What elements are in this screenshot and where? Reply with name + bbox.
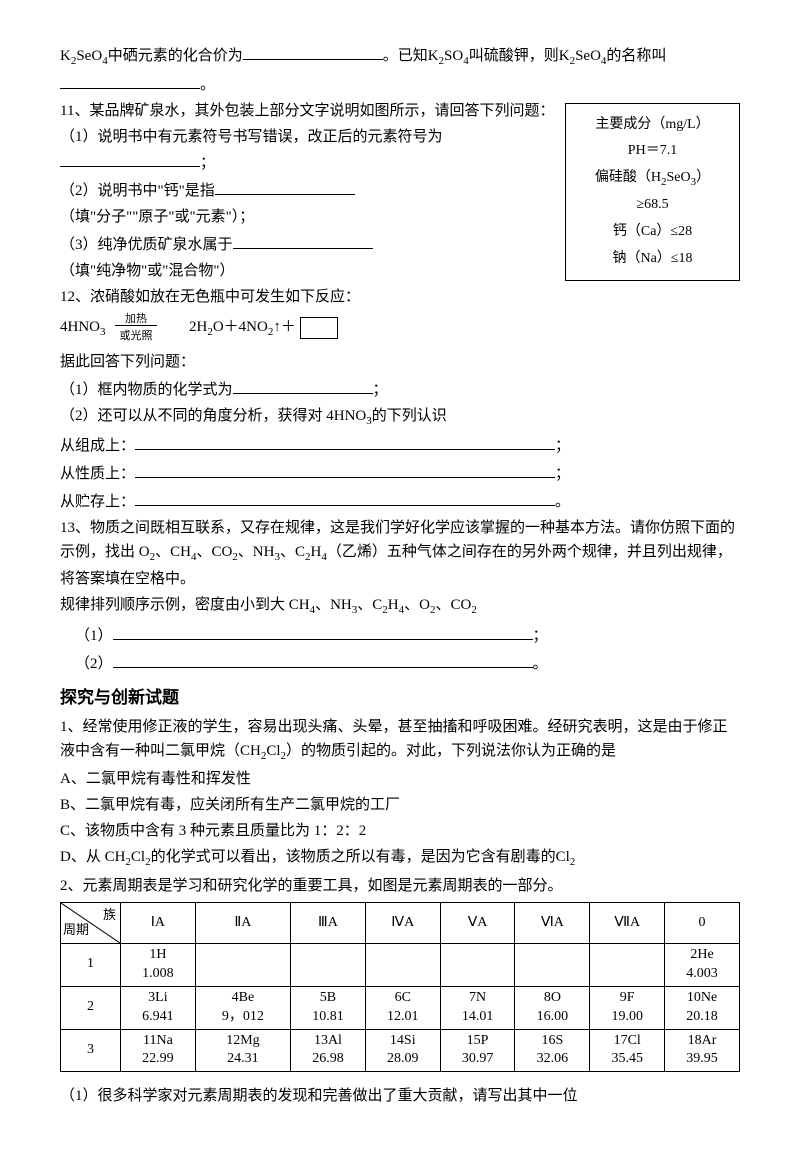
element-cell (515, 943, 590, 986)
q13-a2: （2）。 (60, 650, 740, 676)
blank (60, 149, 200, 167)
q12-c1: 从组成上：； (60, 432, 740, 458)
element-cell: 5B10.81 (291, 986, 366, 1029)
element-cell (195, 943, 290, 986)
element-cell (291, 943, 366, 986)
ingredients-box: 主要成分（mg/L） PH＝7.1 偏硅酸（H2SeO3） ≥68.5 钙（Ca… (565, 103, 740, 282)
blank (135, 460, 555, 478)
table-header-row: 族 周期 ⅠAⅡAⅢAⅣAⅤAⅥAⅦA0 (61, 902, 740, 943)
q12-c2: 从性质上：； (60, 460, 740, 486)
element-cell: 1H1.008 (121, 943, 196, 986)
element-cell: 17Cl35.45 (590, 1029, 665, 1072)
blank (135, 432, 555, 450)
q12-1: （1）框内物质的化学式为； (60, 376, 740, 402)
section-heading: 探究与创新试题 (60, 684, 740, 711)
q13-head: 13、物质之间既相互联系，又存在规律，这是我们学好化学应该掌握的一种基本方法。请… (60, 516, 740, 591)
element-cell: 3Li6.941 (121, 986, 196, 1029)
element-cell: 8O16.00 (515, 986, 590, 1029)
element-cell: 11Na22.99 (121, 1029, 196, 1072)
element-cell (440, 943, 515, 986)
q13-ex: 规律排列顺序示例，密度由小到大 CH4、NH3、C2H4、O2、CO2 (60, 593, 740, 620)
reaction-equation: 4HNO3 加热或光照 2H2O＋4NO2↑＋ (60, 311, 740, 346)
blank (113, 622, 533, 640)
element-cell: 16S32.06 (515, 1029, 590, 1072)
table-row: 23Li6.9414Be9，0125B10.816C12.017N14.018O… (61, 986, 740, 1029)
element-cell (590, 943, 665, 986)
q12-head: 12、浓硝酸如放在无色瓶中可发生如下反应： (60, 285, 740, 309)
q12-tail: 据此回答下列问题： (60, 350, 740, 374)
table-row: 311Na22.9912Mg24.3113Al26.9814Si28.0915P… (61, 1029, 740, 1072)
element-cell: 6C12.01 (365, 986, 440, 1029)
diagonal-header: 族 周期 (61, 903, 120, 943)
eq1-head: 1、经常使用修正液的学生，容易出现头痛、头晕，甚至抽搐和呼吸困难。经研究表明，这… (60, 715, 740, 766)
eq1-c: C、该物质中含有 3 种元素且质量比为 1：2：2 (60, 819, 740, 843)
eq1-a: A、二氯甲烷有毒性和挥发性 (60, 767, 740, 791)
eq2-after: （1）很多科学家对元素周期表的发现和完善做出了重大贡献，请写出其中一位 (60, 1084, 740, 1108)
element-cell: 12Mg24.31 (195, 1029, 290, 1072)
element-cell (365, 943, 440, 986)
element-cell: 10Ne20.18 (665, 986, 740, 1029)
eq2-head: 2、元素周期表是学习和研究化学的重要工具，如图是元素周期表的一部分。 (60, 874, 740, 898)
blank (233, 231, 373, 249)
eq1-d: D、从 CH2Cl2的化学式可以看出，该物质之所以有毒，是因为它含有剧毒的Cl2 (60, 845, 740, 872)
element-cell: 14Si28.09 (365, 1029, 440, 1072)
element-cell: 15P30.97 (440, 1029, 515, 1072)
blank (243, 42, 383, 60)
element-cell: 13Al26.98 (291, 1029, 366, 1072)
element-cell: 18Ar39.95 (665, 1029, 740, 1072)
answer-box (300, 317, 338, 339)
element-cell: 9F19.00 (590, 986, 665, 1029)
q12-c3: 从贮存上：。 (60, 488, 740, 514)
blank (113, 650, 533, 668)
blank (60, 71, 200, 89)
element-cell: 7N14.01 (440, 986, 515, 1029)
periodic-table: 族 周期 ⅠAⅡAⅢAⅣAⅤAⅥAⅦA0 11H1.008 2He4.00323… (60, 902, 740, 1072)
q12-2: （2）还可以从不同的角度分析，获得对 4HNO3的下列认识 (60, 404, 740, 431)
element-cell: 4Be9，012 (195, 986, 290, 1029)
element-cell: 2He4.003 (665, 943, 740, 986)
eq1-b: B、二氯甲烷有毒，应关闭所有生产二氯甲烷的工厂 (60, 793, 740, 817)
blank (233, 376, 373, 394)
blank (135, 488, 555, 506)
q13-a1: （1）； (60, 622, 740, 648)
table-row: 11H1.008 2He4.003 (61, 943, 740, 986)
blank (215, 177, 355, 195)
q10-text: K2SeO4中硒元素的化合价为。已知K2SO4叫硫酸钾，则K2SeO4的名称叫。 (60, 42, 740, 97)
